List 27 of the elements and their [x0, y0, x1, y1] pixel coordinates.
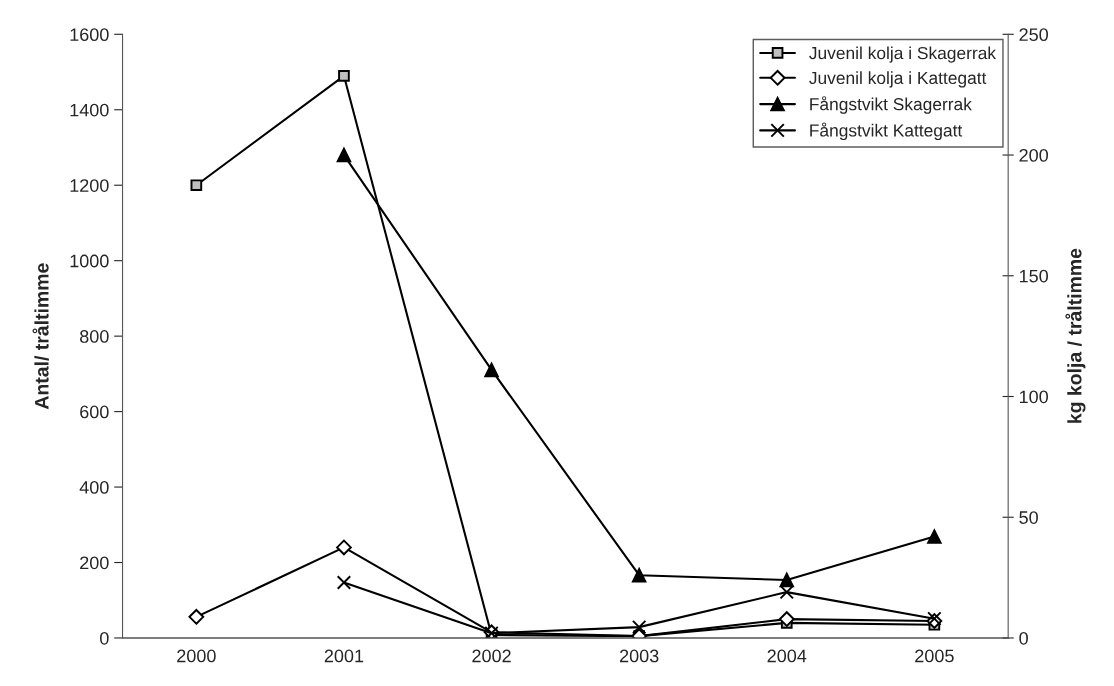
y2-tick-label: 250 [1019, 28, 1049, 42]
y2-tick-label: 150 [1019, 269, 1049, 283]
y2-axis-title: kg kolja / tråltimme [1065, 248, 1086, 423]
x-tick-label: 2005 [915, 649, 954, 663]
x-tick-label: 2003 [619, 649, 659, 663]
legend-label: Fångstvikt Kattegatt [810, 122, 963, 141]
y2-tick-label: 100 [1019, 390, 1049, 404]
y-tick-label: 1200 [70, 179, 109, 192]
x-tick-label: 2002 [472, 649, 511, 663]
y-tick-label: 1400 [70, 103, 109, 117]
x-tick-label: 2000 [177, 649, 216, 663]
y-tick-label: 400 [79, 480, 109, 494]
legend-label: Juvenil kolja i Skagerrak [809, 46, 997, 63]
y-axis-title: Antal/ tråltimme [32, 263, 49, 410]
y2-tick-label: 0 [1019, 631, 1028, 645]
y-tick-label: 1000 [70, 254, 109, 268]
x-tick-label: 2001 [324, 649, 364, 663]
legend-label: Fångstvikt Skagerrak [810, 96, 972, 114]
legend-label: Juvenil kolja i Kattegatt [809, 71, 987, 88]
x-tick-label: 2004 [767, 649, 807, 663]
y2-tick-label: 200 [1019, 148, 1049, 162]
y-tick-label: 1600 [70, 28, 109, 42]
y-tick-label: 800 [80, 330, 109, 343]
y-tick-label: 0 [100, 631, 109, 645]
y-tick-label: 200 [80, 556, 109, 570]
y2-tick-label: 50 [1019, 511, 1038, 524]
y-tick-label: 600 [80, 405, 109, 419]
